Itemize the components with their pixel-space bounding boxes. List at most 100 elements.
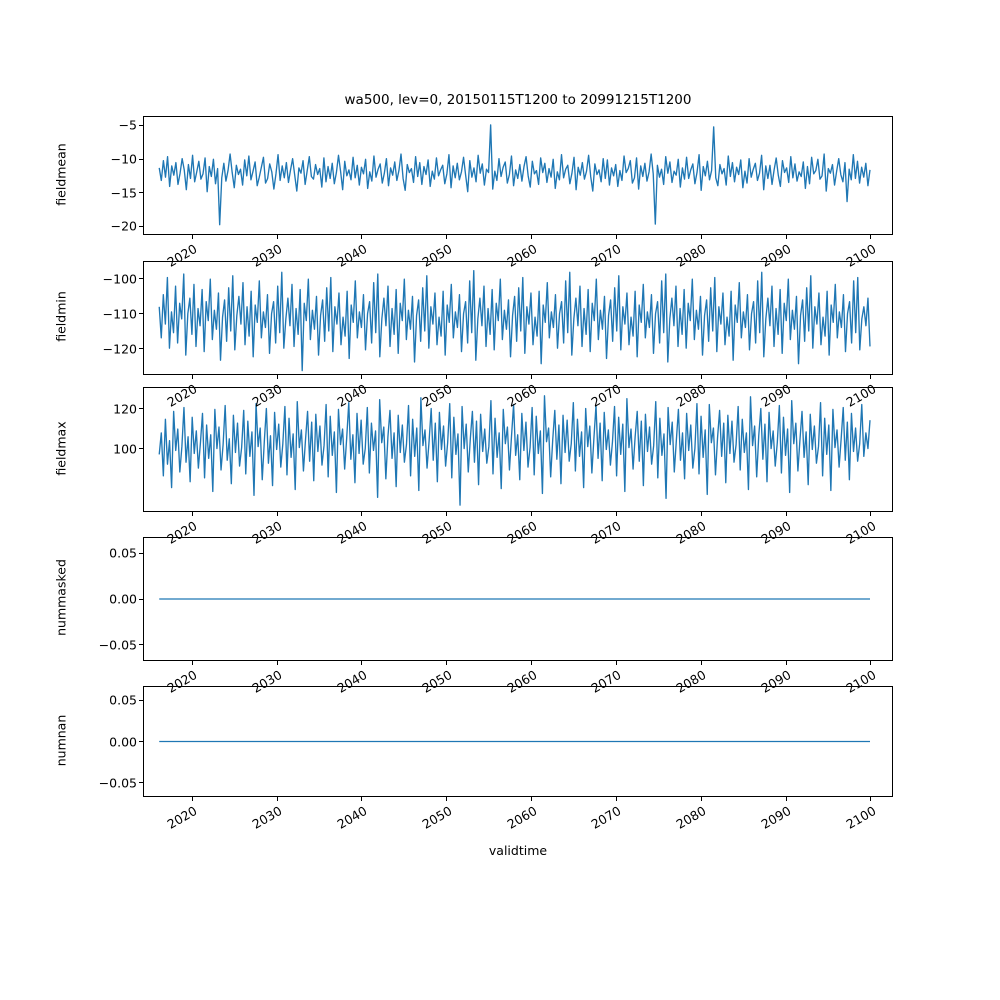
x-tick-mark [700,661,702,665]
y-axis-label-numnan: numnan [53,714,69,766]
y-tick-mark-fieldmean [139,225,143,227]
x-tick-mark [361,661,363,665]
x-tick-mark [700,512,702,516]
subplot-nummasked [143,537,893,661]
x-tick-mark [615,512,617,516]
x-tick-mark [191,375,193,379]
x-tick-mark [531,797,533,801]
x-tick-label: 2060 [504,803,540,832]
x-tick-mark [615,235,617,239]
y-tick-label-fieldmean: −15 [110,185,137,201]
subplot-fieldmean [143,116,893,235]
x-tick-mark [785,235,787,239]
x-tick-mark [276,661,278,665]
y-tick-mark-fieldmean [139,124,143,126]
y-tick-mark-fieldmax [139,448,143,450]
x-tick-mark [276,512,278,516]
x-tick-mark [531,375,533,379]
y-tick-label-nummasked: 0.05 [109,545,137,561]
x-tick-mark [700,375,702,379]
x-tick-mark [446,661,448,665]
x-tick-label: 2090 [758,803,794,832]
x-tick-label: 2050 [419,803,455,832]
series-line-fieldmean [159,125,870,225]
x-tick-mark [361,235,363,239]
subplot-fieldmin [143,261,893,375]
y-axis-label-fieldmean: fieldmean [53,142,69,206]
x-tick-mark [785,797,787,801]
x-tick-label: 2080 [673,803,709,832]
x-tick-mark [446,797,448,801]
y-tick-label-nummasked: 0.00 [109,591,137,607]
x-tick-mark [446,512,448,516]
x-tick-mark [191,235,193,239]
x-tick-label: 2020 [164,803,200,832]
y-tick-mark-numnan [139,782,143,784]
y-tick-label-fieldmin: −100 [102,271,137,287]
x-tick-label: 2070 [588,803,624,832]
y-tick-label-numnan: 0.05 [109,692,137,708]
x-tick-label: 2040 [334,803,370,832]
figure-title: wa500, lev=0, 20150115T1200 to 20991215T… [344,92,692,108]
x-tick-mark [531,512,533,516]
x-axis-label: validtime [488,843,548,858]
y-tick-label-nummasked: −0.05 [98,637,137,653]
y-tick-mark-fieldmean [139,192,143,194]
x-tick-label: 2100 [843,803,879,832]
x-tick-mark [785,512,787,516]
x-tick-mark [870,661,872,665]
x-tick-mark [276,235,278,239]
y-tick-label-fieldmin: −110 [102,306,137,322]
x-tick-mark [446,235,448,239]
y-tick-mark-nummasked [139,552,143,554]
series-line-fieldmin [159,271,870,371]
x-tick-mark [531,661,533,665]
x-tick-mark [361,512,363,516]
plot-area-fieldmin [144,262,892,374]
y-tick-mark-numnan [139,699,143,701]
x-tick-mark [531,235,533,239]
y-tick-label-fieldmean: −10 [110,151,137,167]
x-tick-mark [615,375,617,379]
y-tick-mark-fieldmin [139,278,143,280]
x-tick-mark [700,235,702,239]
subplot-numnan [143,686,893,797]
y-tick-mark-fieldmin [139,348,143,350]
y-tick-mark-nummasked [139,598,143,600]
x-tick-mark [870,235,872,239]
y-tick-label-numnan: 0.00 [109,734,137,749]
y-tick-label-fieldmax: 120 [113,401,137,417]
y-tick-label-fieldmin: −120 [102,341,137,357]
y-tick-mark-fieldmin [139,313,143,315]
subplot-fieldmax [143,387,893,512]
y-tick-mark-numnan [139,741,143,743]
x-tick-mark [446,375,448,379]
plot-area-fieldmax [144,388,892,511]
y-tick-label-fieldmean: −5 [118,117,137,133]
x-tick-mark [870,375,872,379]
y-tick-mark-fieldmean [139,158,143,160]
x-tick-mark [870,797,872,801]
x-tick-mark [615,797,617,801]
y-tick-label-fieldmean: −20 [110,218,137,234]
x-tick-mark [700,797,702,801]
y-tick-mark-fieldmax [139,408,143,410]
plot-area-nummasked [144,538,892,660]
x-tick-mark [361,375,363,379]
x-tick-mark [191,512,193,516]
plot-area-fieldmean [144,117,892,234]
x-tick-mark [615,661,617,665]
y-axis-label-fieldmax: fieldmax [53,420,69,476]
x-tick-mark [785,661,787,665]
x-tick-mark [276,375,278,379]
series-line-fieldmax [159,396,870,505]
y-tick-mark-nummasked [139,644,143,646]
x-tick-mark [276,797,278,801]
x-tick-mark [361,797,363,801]
x-tick-mark [785,375,787,379]
x-tick-mark [870,512,872,516]
plot-area-numnan [144,687,892,796]
x-tick-mark [191,797,193,801]
x-tick-mark [191,661,193,665]
